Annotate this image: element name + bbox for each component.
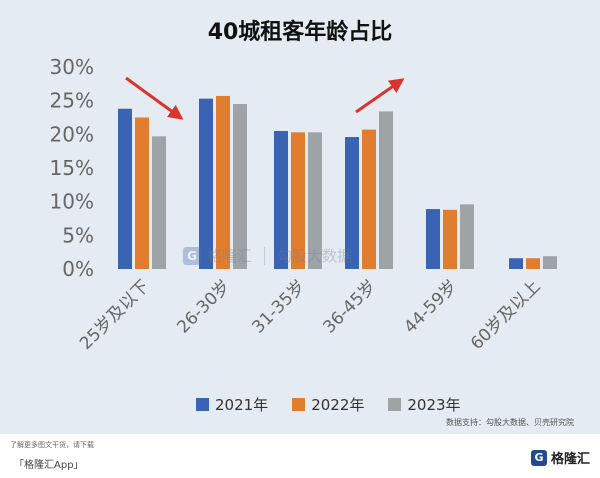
bar-2023年-44-59岁 bbox=[460, 204, 474, 269]
y-tick-label: 25% bbox=[50, 89, 94, 113]
legend-swatch-2023 bbox=[388, 398, 402, 411]
brand-mark: G 格隆汇 bbox=[530, 448, 590, 467]
bar-2023年-25岁及以下 bbox=[152, 136, 166, 269]
x-tick-label: 25岁及以下 bbox=[76, 276, 154, 354]
legend-item-2021: 2021年 bbox=[196, 394, 268, 415]
legend-swatch-2022 bbox=[292, 398, 306, 411]
y-tick-label: 10% bbox=[50, 190, 94, 214]
watermark: G 格隆汇 勾股大数据 bbox=[183, 245, 352, 266]
bar-2021年-44-59岁 bbox=[426, 209, 440, 269]
y-tick-label: 5% bbox=[62, 223, 94, 247]
x-tick-label: 60岁及以上 bbox=[467, 276, 545, 354]
bar-2023年-36-45岁 bbox=[379, 111, 393, 269]
bar-2022年-31-35岁 bbox=[291, 132, 305, 269]
chart-title: 40城租客年龄占比 bbox=[207, 20, 393, 45]
watermark-divider bbox=[264, 246, 266, 265]
bar-2021年-25岁及以下 bbox=[118, 108, 132, 269]
bar-2023年-60岁及以上 bbox=[543, 256, 557, 269]
y-tick-label: 15% bbox=[50, 156, 94, 180]
bar-2022年-26-30岁 bbox=[216, 95, 230, 269]
bar-2021年-36-45岁 bbox=[345, 137, 359, 269]
data-source: 数据支持：勾股大数据、贝壳研究院 bbox=[446, 418, 574, 427]
bar-2021年-31-35岁 bbox=[274, 130, 288, 269]
app-name: 「格隆汇App」 bbox=[14, 460, 84, 471]
brand-name: 格隆汇 bbox=[550, 452, 590, 467]
bar-2022年-36-45岁 bbox=[362, 129, 376, 269]
y-tick-label: 30% bbox=[50, 55, 94, 79]
y-tick-label: 0% bbox=[62, 257, 94, 281]
bar-2021年-60岁及以上 bbox=[509, 258, 523, 269]
bar-2022年-44-59岁 bbox=[443, 209, 457, 269]
legend-label-2022: 2022年 bbox=[311, 396, 365, 414]
x-tick-label: 31-35岁 bbox=[248, 276, 309, 337]
bar-2022年-60岁及以上 bbox=[526, 258, 540, 269]
page-footer bbox=[0, 434, 600, 478]
watermark-partner: 勾股大数据 bbox=[277, 247, 353, 265]
legend-label-2021: 2021年 bbox=[215, 396, 269, 414]
legend-label-2023: 2023年 bbox=[407, 396, 461, 414]
bar-chart: 0% 5% 10% 15% 20% 25% 30% 25岁及以下 26-30岁 31-35岁 36… bbox=[50, 55, 557, 354]
download-note: 了解更多图文干货，请下载 bbox=[10, 441, 94, 449]
legend-item-2022: 2022年 bbox=[292, 394, 364, 415]
bar-2023年-26-30岁 bbox=[233, 104, 247, 270]
brand-logo-icon: G bbox=[530, 449, 547, 466]
bar-2023年-31-35岁 bbox=[308, 132, 322, 269]
bar-2022年-25岁及以下 bbox=[135, 117, 149, 269]
x-tick-label: 26-30岁 bbox=[173, 276, 234, 337]
bar-2021年-26-30岁 bbox=[199, 98, 213, 269]
chart-legend: 2021年 2022年 2023年 bbox=[196, 394, 461, 415]
legend-item-2023: 2023年 bbox=[388, 394, 461, 415]
y-tick-label: 20% bbox=[50, 122, 94, 146]
trend-arrow-up bbox=[355, 78, 405, 114]
watermark-logo: G bbox=[183, 246, 201, 265]
watermark-brand: 格隆汇 bbox=[207, 247, 253, 265]
x-tick-label: 36-45岁 bbox=[319, 276, 380, 337]
legend-swatch-2021 bbox=[196, 398, 209, 411]
trend-arrow-down bbox=[125, 76, 184, 120]
x-tick-label: 44-59岁 bbox=[400, 276, 461, 337]
